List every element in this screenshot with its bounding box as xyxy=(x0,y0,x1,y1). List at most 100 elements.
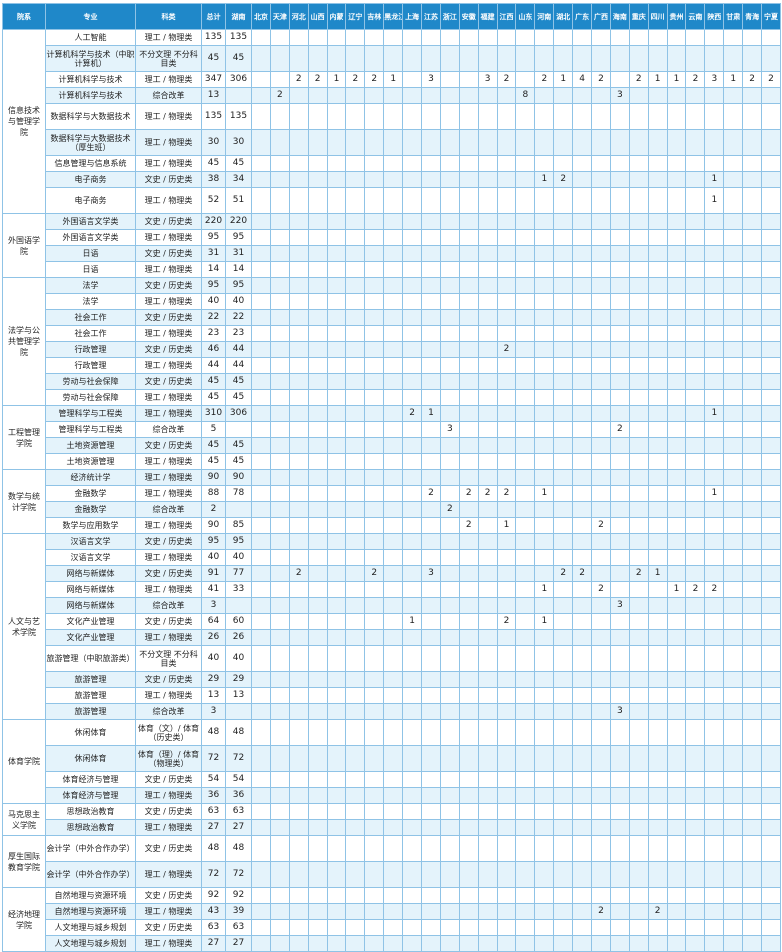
province-count-cell xyxy=(251,213,271,230)
header-province: 海南 xyxy=(609,3,630,30)
province-count-cell xyxy=(704,887,725,904)
province-count-cell xyxy=(383,861,404,888)
province-count-cell xyxy=(723,421,744,438)
province-count-cell xyxy=(307,597,328,614)
total-cell: 22 xyxy=(201,309,226,326)
province-count-cell xyxy=(553,745,574,772)
province-count-cell xyxy=(534,389,555,406)
province-count-cell xyxy=(458,671,479,688)
province-count-cell xyxy=(647,171,668,188)
province-count-cell xyxy=(345,325,366,342)
province-count-cell xyxy=(383,45,404,72)
province-count-cell xyxy=(723,87,744,104)
province-count-cell xyxy=(458,629,479,646)
major-cell: 数学与应用数学 xyxy=(45,517,136,534)
province-count-cell xyxy=(269,469,290,486)
province-count-cell xyxy=(628,719,649,746)
province-count-cell xyxy=(591,501,611,518)
major-cell: 计算机科学与技术（中职计算机） xyxy=(45,45,136,72)
total-cell: 91 xyxy=(201,565,226,582)
province-count-cell xyxy=(458,309,479,326)
province-count-cell xyxy=(269,325,290,342)
category-cell: 文史 / 历史类 xyxy=(135,671,202,688)
table-row: 休闲体育 体育（理）/ 体育（物理类） 72 72 xyxy=(3,745,781,772)
province-count-cell xyxy=(534,29,555,46)
header-college: 院系 xyxy=(2,3,46,30)
province-count-cell xyxy=(628,187,649,214)
province-count-cell xyxy=(345,771,366,788)
province-count-cell xyxy=(685,887,706,904)
province-count-cell xyxy=(591,405,611,422)
province-count-cell xyxy=(742,517,763,534)
major-cell: 旅游管理 xyxy=(45,703,136,720)
province-count-cell: 1 xyxy=(704,405,725,422)
province-count-cell xyxy=(553,581,574,598)
province-count-cell xyxy=(402,919,423,936)
province-count-cell xyxy=(704,501,725,518)
province-count-cell xyxy=(534,687,555,704)
province-count-cell xyxy=(609,325,630,342)
province-count-cell xyxy=(364,501,385,518)
table-row: 网络与新媒体 文史 / 历史类 91 77 2 2 3 2 2 2 1 xyxy=(3,565,781,582)
total-cell: 30 xyxy=(201,129,226,156)
province-count-cell xyxy=(723,293,744,310)
province-count-cell xyxy=(515,29,536,46)
province-count-cell xyxy=(477,245,498,262)
province-count-cell xyxy=(477,803,498,820)
category-cell: 综合改革 xyxy=(135,501,202,518)
major-cell: 会计学（中外合作办学） xyxy=(45,861,136,888)
province-count-cell xyxy=(421,703,441,720)
province-count-cell xyxy=(534,771,555,788)
province-count-cell xyxy=(421,293,441,310)
hunan-cell: 26 xyxy=(225,629,252,646)
province-count-cell xyxy=(364,597,385,614)
province-count-cell xyxy=(591,819,611,836)
province-count-cell: 2 xyxy=(402,405,423,422)
province-count-cell xyxy=(402,787,423,804)
province-count-cell: 1 xyxy=(704,485,725,502)
province-count-cell xyxy=(647,325,668,342)
province-count-cell xyxy=(269,293,290,310)
province-count-cell xyxy=(609,819,630,836)
province-count-cell xyxy=(723,229,744,246)
province-count-cell xyxy=(685,357,706,374)
province-count-cell xyxy=(704,87,725,104)
major-cell: 人工智能 xyxy=(45,29,136,46)
province-count-cell xyxy=(364,549,385,566)
province-count-cell xyxy=(269,171,290,188)
province-count-cell xyxy=(496,835,517,862)
province-count-cell xyxy=(647,533,668,550)
province-count-cell xyxy=(704,437,725,454)
province-count-cell xyxy=(269,835,290,862)
total-cell: 64 xyxy=(201,613,226,630)
province-count-cell xyxy=(723,453,744,470)
province-count-cell xyxy=(383,261,404,278)
major-cell: 社会工作 xyxy=(45,325,136,342)
province-count-cell xyxy=(383,819,404,836)
major-cell: 旅游管理 xyxy=(45,687,136,704)
table-row: 经济地理学院 自然地理与资源环境 文史 / 历史类 92 92 xyxy=(2,887,781,952)
province-count-cell xyxy=(326,229,347,246)
header-province: 陕西 xyxy=(704,3,725,30)
category-cell: 文史 / 历史类 xyxy=(135,565,202,582)
province-count-cell xyxy=(628,549,649,566)
province-count-cell xyxy=(628,687,649,704)
province-count-cell xyxy=(458,787,479,804)
province-count-cell xyxy=(591,771,611,788)
province-count-cell xyxy=(685,485,706,502)
province-count-cell xyxy=(515,803,536,820)
province-count-cell xyxy=(761,919,781,936)
province-count-cell xyxy=(269,277,290,294)
province-count-cell xyxy=(553,645,574,672)
province-count-cell: 1 xyxy=(534,581,555,598)
major-cell: 外国语言文学类 xyxy=(45,213,136,230)
province-count-cell xyxy=(761,245,781,262)
province-count-cell xyxy=(364,687,385,704)
province-count-cell xyxy=(307,645,328,672)
category-cell: 理工 / 物理类 xyxy=(135,629,202,646)
province-count-cell: 2 xyxy=(288,71,309,88)
province-count-cell xyxy=(345,719,366,746)
province-count-cell xyxy=(553,935,574,952)
hunan-cell xyxy=(225,703,252,720)
province-count-cell xyxy=(704,517,725,534)
